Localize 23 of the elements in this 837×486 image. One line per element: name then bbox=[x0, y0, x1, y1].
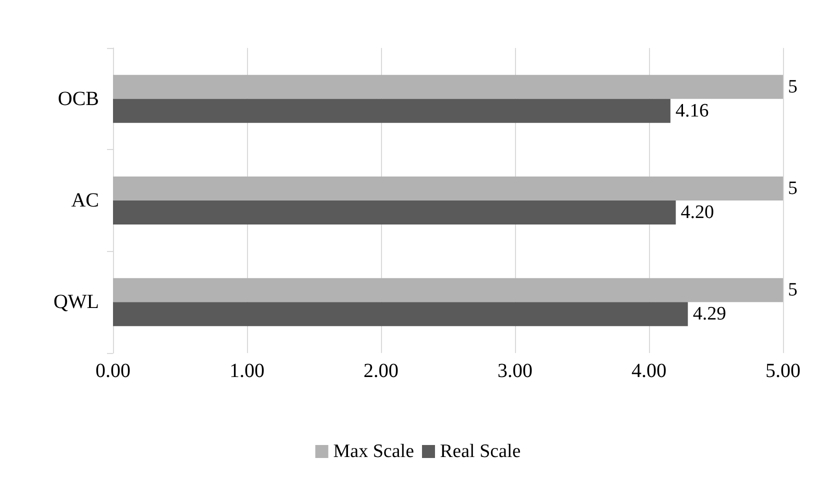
x-tick-label: 3.00 bbox=[498, 360, 532, 382]
x-tick-label: 4.00 bbox=[632, 360, 666, 382]
bar bbox=[113, 278, 783, 302]
bar bbox=[113, 200, 676, 224]
legend-label: Real Scale bbox=[440, 441, 521, 462]
x-tick-label: 5.00 bbox=[766, 360, 800, 382]
bar bbox=[113, 74, 783, 99]
bar bbox=[113, 176, 783, 200]
bar bbox=[113, 302, 688, 326]
data-label: 5 bbox=[788, 178, 798, 199]
bar bbox=[113, 98, 670, 123]
data-label: 5 bbox=[788, 280, 798, 301]
y-tick-label: QWL bbox=[53, 291, 99, 314]
y-tick-label: AC bbox=[71, 190, 99, 212]
x-tick-label: 0.00 bbox=[96, 360, 130, 382]
legend-label: Max Scale bbox=[333, 441, 414, 462]
data-label: 4.29 bbox=[692, 304, 726, 325]
data-label: 5 bbox=[788, 76, 798, 98]
data-label: 4.16 bbox=[675, 100, 709, 122]
data-label: 4.20 bbox=[680, 202, 714, 223]
y-tick-label: OCB bbox=[58, 88, 99, 110]
x-tick-label: 2.00 bbox=[364, 360, 398, 382]
x-tick-label: 1.00 bbox=[230, 360, 264, 382]
